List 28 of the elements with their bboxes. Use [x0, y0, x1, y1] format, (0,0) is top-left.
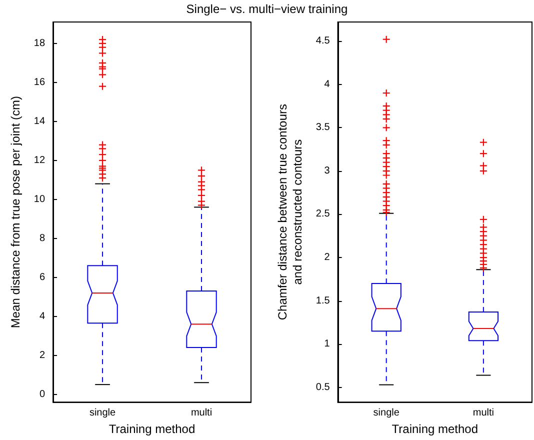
- y-tick-label: 2: [39, 350, 46, 361]
- y-tick-label: 6: [39, 272, 46, 283]
- x-axis-title: Training method: [108, 422, 196, 436]
- y-tick-label: 3.5: [316, 122, 330, 134]
- x-tick-label: multi: [190, 408, 212, 419]
- y-tick-label: 0.5: [316, 382, 330, 393]
- y-tick-label: 0: [39, 388, 46, 400]
- y-tick-label: 4.5: [316, 36, 330, 47]
- chart-title: Single− vs. multi−view training: [185, 2, 349, 16]
- x-tick-label: single: [89, 408, 116, 419]
- x-axis-title: Training method: [392, 422, 478, 436]
- y-tick-label: 1.5: [316, 295, 330, 306]
- x-tick-label: single: [373, 408, 400, 419]
- y-axis-title: Mean distance from true pose per joint (cm): [8, 96, 22, 328]
- y-tick-label: 2.5: [316, 208, 330, 220]
- y-tick-label: 12: [34, 154, 46, 166]
- y-tick-label: 14: [34, 116, 46, 127]
- y-tick-label: 4: [39, 310, 46, 322]
- y-axis-title: Chamfer distance between true contours and reconstructed contours: [276, 104, 304, 320]
- y-tick-label: 2: [324, 252, 330, 264]
- y-tick-label: 8: [39, 232, 46, 244]
- y-tick-label: 3: [324, 165, 330, 176]
- y-tick-label: 1: [324, 338, 330, 350]
- y-tick-label: 18: [34, 38, 46, 49]
- y-tick-label: 10: [34, 194, 46, 205]
- x-tick-label: multi: [472, 408, 494, 419]
- y-tick-label: 16: [34, 76, 46, 88]
- y-tick-label: 4: [324, 78, 330, 90]
